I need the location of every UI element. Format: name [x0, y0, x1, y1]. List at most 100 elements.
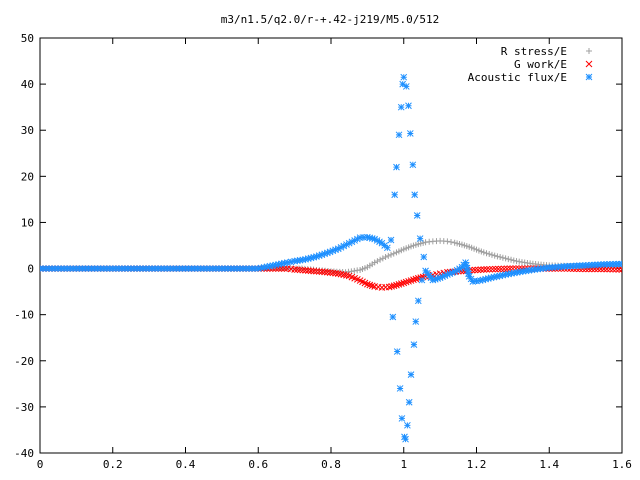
data-point [112, 265, 120, 272]
data-point [310, 267, 318, 275]
data-point [215, 265, 223, 272]
data-point [502, 271, 509, 278]
data-point [42, 265, 50, 272]
data-point [315, 252, 323, 259]
data-point [385, 252, 392, 259]
data-point [480, 249, 487, 256]
data-point [133, 265, 141, 272]
data-point [379, 255, 386, 262]
data-point [88, 265, 95, 272]
y-tick-label: -20 [14, 355, 34, 368]
data-point [45, 265, 53, 272]
data-point [377, 256, 384, 263]
data-point [491, 252, 498, 259]
data-point [500, 265, 508, 273]
data-point [106, 265, 114, 272]
data-point [414, 297, 422, 305]
data-point [446, 270, 454, 277]
data-point [245, 265, 253, 272]
data-point [94, 265, 101, 272]
data-point [366, 281, 374, 289]
x-tick-label: 0.2 [103, 458, 123, 471]
legend-marker [586, 48, 592, 54]
data-point [591, 261, 599, 269]
y-tick-label: 50 [21, 32, 34, 45]
data-point [209, 265, 217, 272]
data-point [585, 261, 593, 269]
data-point [354, 235, 361, 243]
x-tick-label: 1.6 [612, 458, 632, 471]
data-point [82, 265, 89, 272]
data-point [115, 265, 123, 272]
data-point [266, 262, 274, 270]
x-tick-label: 0.8 [321, 458, 341, 471]
chart-title: m3/n1.5/q2.0/r-+.42-j219/M5.0/512 [221, 13, 440, 26]
y-tick-label: -30 [14, 401, 34, 414]
data-point [97, 265, 104, 272]
series-layer [40, 73, 622, 443]
data-point [103, 265, 111, 272]
data-point [396, 385, 404, 392]
data-point [283, 259, 291, 266]
data-point [618, 266, 622, 273]
data-point [390, 282, 398, 290]
data-point [407, 277, 415, 284]
data-point [487, 274, 495, 282]
data-point [612, 265, 620, 273]
data-point [304, 255, 312, 262]
data-point [469, 278, 477, 285]
data-point [508, 270, 515, 277]
data-point [239, 265, 247, 272]
data-point [269, 262, 277, 269]
data-point [324, 249, 331, 257]
data-point [410, 341, 418, 348]
data-point [227, 265, 235, 272]
data-point [124, 265, 132, 272]
data-point [462, 259, 469, 266]
data-point [51, 265, 59, 272]
data-point [548, 264, 556, 271]
data-point [318, 251, 326, 259]
data-point [387, 236, 395, 244]
data-point [453, 266, 461, 274]
data-point [326, 269, 334, 276]
data-point [497, 254, 504, 261]
data-point [434, 275, 442, 282]
data-point [486, 251, 493, 258]
data-point [412, 318, 420, 325]
y-tick-label: 40 [21, 78, 34, 91]
data-point [121, 265, 129, 272]
data-point [313, 267, 320, 275]
legend-label: G work/E [514, 58, 567, 71]
data-point [148, 265, 156, 272]
data-point [467, 275, 475, 283]
data-point [197, 265, 205, 272]
data-point [390, 250, 397, 257]
data-point [40, 265, 47, 272]
data-point [558, 263, 565, 271]
data-point [391, 191, 399, 199]
data-point [139, 265, 147, 272]
data-point [332, 246, 339, 254]
data-point [579, 262, 586, 269]
data-point [474, 266, 482, 274]
data-point [57, 265, 65, 272]
data-point [329, 269, 337, 277]
data-point [142, 265, 150, 272]
data-point [48, 265, 56, 272]
data-point [176, 265, 183, 272]
data-point [545, 264, 553, 271]
data-point [191, 265, 198, 272]
x-tick-label: 0.4 [176, 458, 196, 471]
data-point [573, 262, 580, 270]
data-point [313, 253, 320, 260]
data-point [203, 265, 211, 272]
data-point [304, 267, 312, 274]
data-point [401, 433, 408, 441]
data-point [448, 239, 455, 246]
data-point [100, 265, 108, 272]
data-point [356, 234, 364, 242]
data-point [230, 265, 238, 272]
y-tick-label: 20 [21, 170, 34, 183]
data-point [405, 398, 413, 406]
